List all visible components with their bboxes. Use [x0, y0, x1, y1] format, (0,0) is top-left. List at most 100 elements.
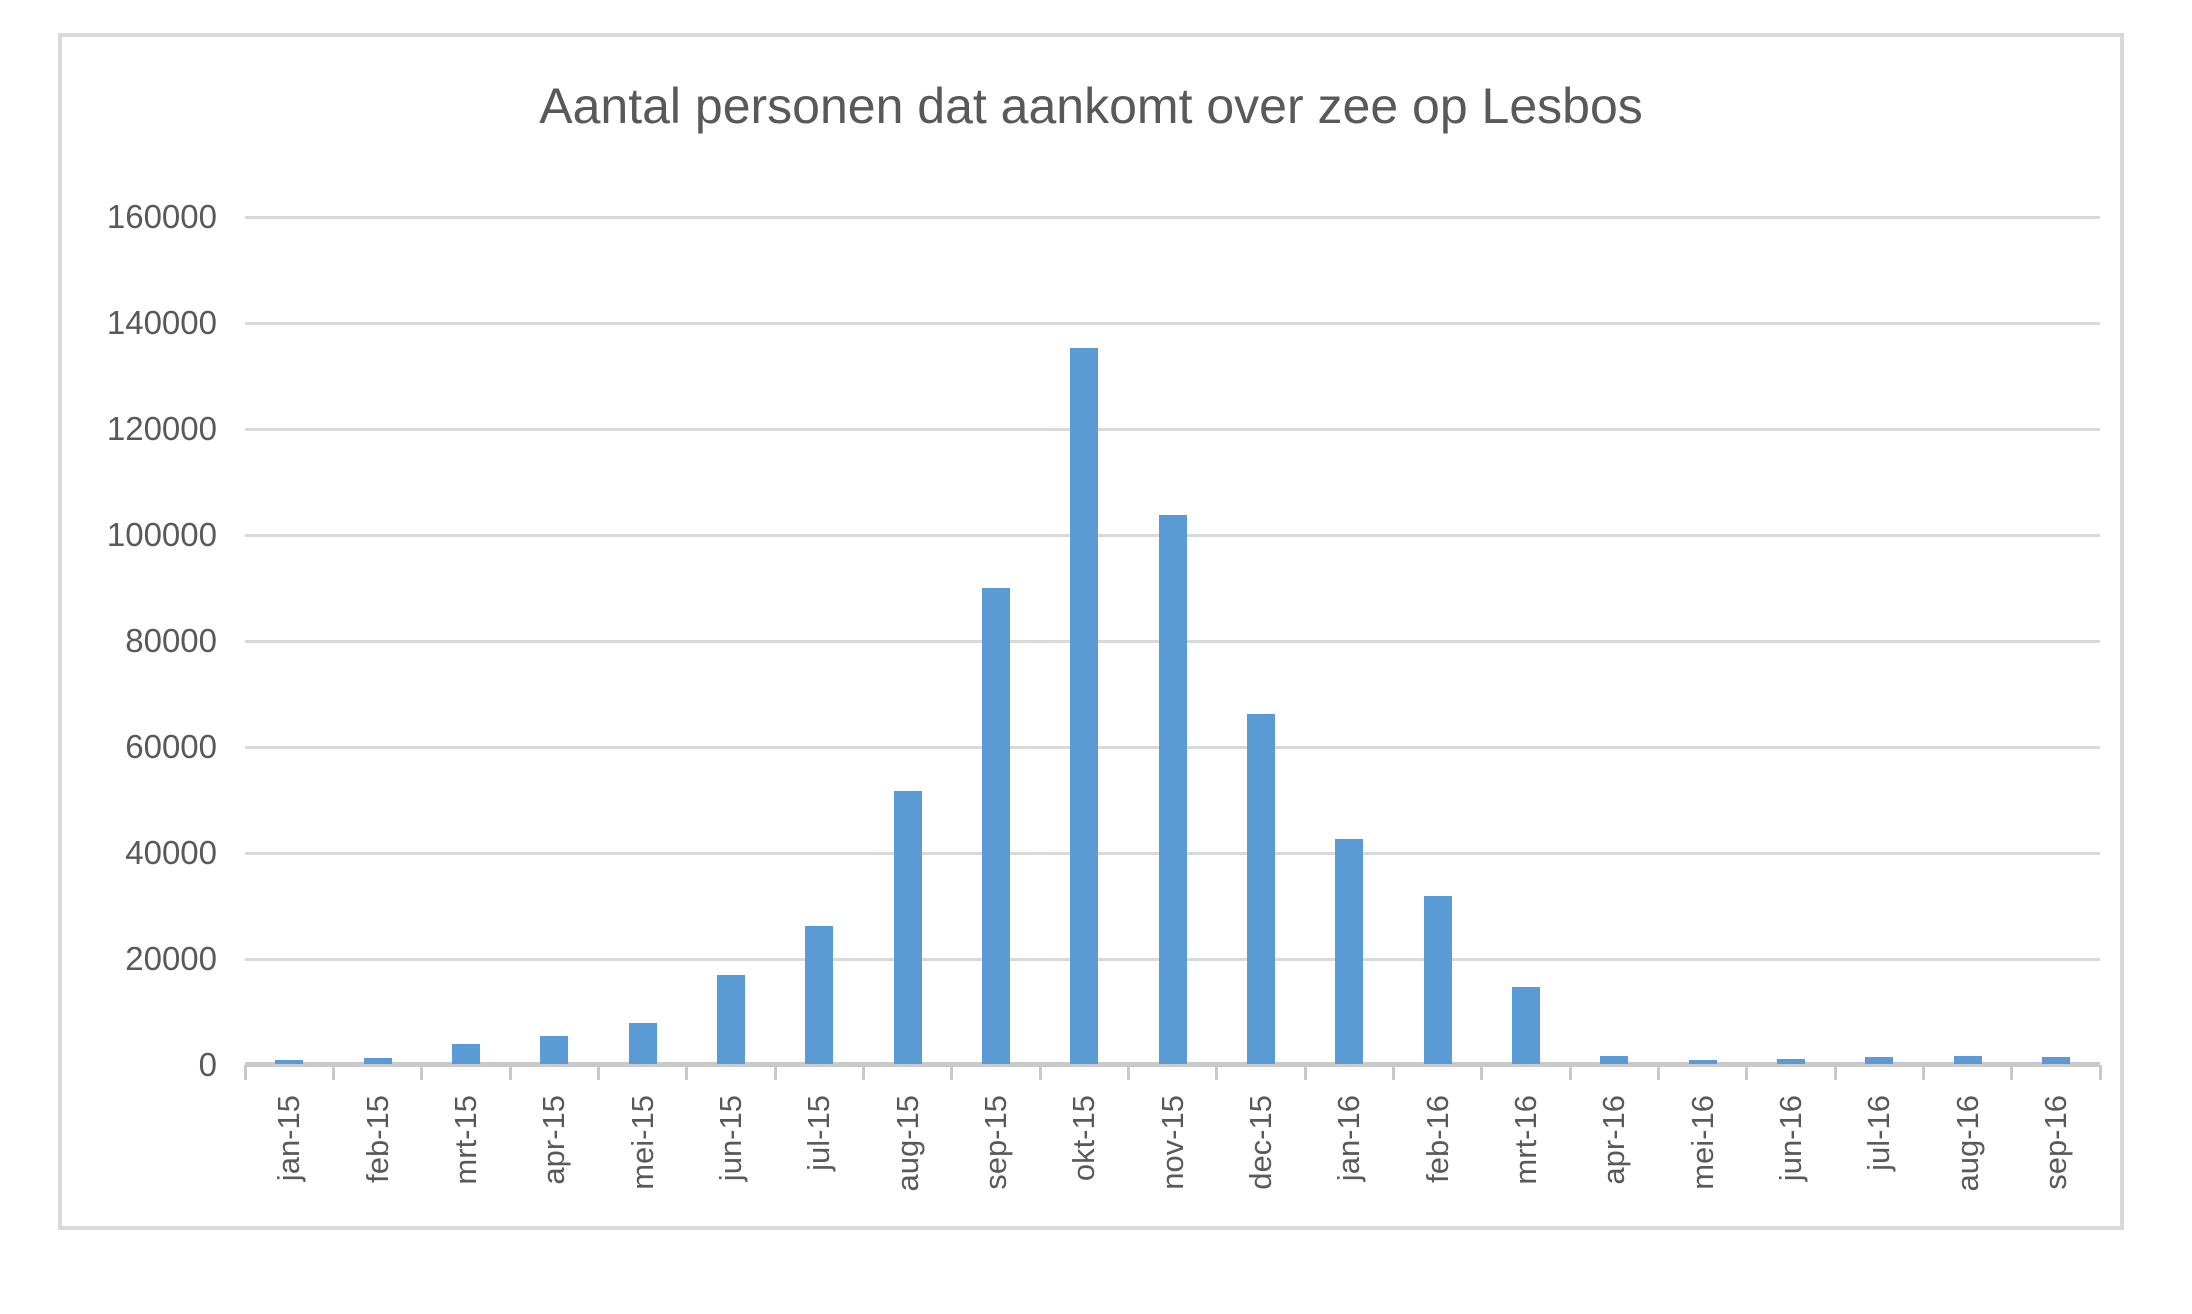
- x-axis-tick: [1745, 1065, 1749, 1080]
- y-axis-tick-label: 0: [198, 1046, 217, 1083]
- bar-jul-15: [805, 926, 834, 1064]
- x-axis-tick-label-text: mei-16: [1684, 1095, 1720, 1190]
- x-axis-tick-label-text: jan-15: [271, 1095, 307, 1182]
- x-axis-tick-label: apr-16: [1596, 1095, 1632, 1265]
- x-axis-tick-label: mrt-15: [448, 1095, 484, 1265]
- bar-feb-16: [1423, 896, 1452, 1064]
- chart-container: Aantal personen dat aankomt over zee op …: [58, 33, 2124, 1230]
- bar-mei-16: [1688, 1060, 1717, 1064]
- x-axis-tick-label-text: dec-15: [1242, 1095, 1278, 1190]
- x-axis-tick: [1391, 1065, 1395, 1080]
- bar-aug-15: [893, 791, 922, 1064]
- x-axis-tick-label-text: mrt-15: [447, 1095, 483, 1185]
- x-axis-line: [245, 1062, 2100, 1067]
- x-axis-tick-label: nov-15: [1155, 1095, 1191, 1265]
- x-axis-tick-label: mei-15: [625, 1095, 661, 1265]
- y-axis-tick-label: 140000: [106, 304, 217, 341]
- y-axis-tick-label: 100000: [106, 516, 217, 553]
- x-axis-tick-label: aug-16: [1950, 1095, 1986, 1265]
- x-axis-tick: [420, 1065, 424, 1080]
- x-axis-tick: [2098, 1065, 2102, 1080]
- x-axis-tick: [685, 1065, 689, 1080]
- gridline: [245, 322, 2100, 325]
- chart-title: Aantal personen dat aankomt over zee op …: [539, 78, 1643, 134]
- x-axis-tick: [1215, 1065, 1219, 1080]
- x-axis-tick-label-text: mei-15: [624, 1095, 660, 1190]
- x-axis-tick: [596, 1065, 600, 1080]
- bar-mrt-15: [451, 1044, 480, 1064]
- x-axis-tick-label: jun-15: [713, 1095, 749, 1265]
- x-axis-tick: [508, 1065, 512, 1080]
- x-axis-tick-label: jan-15: [271, 1095, 307, 1265]
- plot-area: 160000 140000 120000 100000 80000 60000 40000 2…: [107, 198, 2102, 1192]
- x-axis-tick-label: dec-15: [1243, 1095, 1279, 1265]
- x-axis-tick: [950, 1065, 954, 1080]
- bar-feb-15: [363, 1058, 392, 1064]
- x-axis-tick: [1568, 1065, 1572, 1080]
- bar-jun-16: [1776, 1059, 1805, 1064]
- bar-jun-15: [716, 975, 745, 1064]
- x-axis-tick: [1303, 1065, 1307, 1080]
- bar-mei-15: [628, 1023, 657, 1064]
- x-axis-tick-label-text: aug-15: [889, 1095, 925, 1192]
- x-axis-tick: [1480, 1065, 1484, 1080]
- x-axis-tick-label: mei-16: [1685, 1095, 1721, 1265]
- x-axis-tick-label: apr-15: [536, 1095, 572, 1265]
- bar-okt-15: [1070, 348, 1099, 1064]
- x-axis-tick-label: mrt-16: [1508, 1095, 1544, 1265]
- x-axis-tick: [1656, 1065, 1660, 1080]
- gridline: [245, 428, 2100, 431]
- x-axis-tick: [1038, 1065, 1042, 1080]
- bar-jan-16: [1335, 839, 1364, 1064]
- gridline: [245, 216, 2100, 219]
- x-axis-tick-label: feb-16: [1420, 1095, 1456, 1265]
- y-axis-tick-label: 80000: [125, 622, 217, 659]
- x-axis-tick: [2010, 1065, 2014, 1080]
- bar-apr-16: [1600, 1056, 1629, 1064]
- x-axis-tick-label-text: feb-16: [1419, 1095, 1455, 1183]
- x-axis-tick-label-text: jul-16: [1861, 1095, 1897, 1171]
- x-axis-tick-label-text: apr-15: [536, 1095, 572, 1185]
- y-axis-tick-label: 60000: [125, 728, 217, 765]
- x-axis-tick-label-text: jul-15: [801, 1095, 837, 1171]
- y-axis-tick-label: 160000: [106, 198, 217, 235]
- x-axis-tick-label-text: jan-16: [1331, 1095, 1367, 1182]
- x-axis-tick: [773, 1065, 777, 1080]
- bar-nov-15: [1158, 515, 1187, 1064]
- x-axis-tick-label-text: apr-16: [1596, 1095, 1632, 1185]
- y-axis-tick-label: 20000: [125, 940, 217, 977]
- x-axis-tick: [861, 1065, 865, 1080]
- x-axis-tick: [243, 1065, 247, 1080]
- x-axis-tick-label: jun-16: [1773, 1095, 1809, 1265]
- x-axis-tick-label-text: feb-15: [359, 1095, 395, 1183]
- x-axis-tick-label-text: nov-15: [1154, 1095, 1190, 1190]
- bar-sep-15: [981, 588, 1010, 1064]
- bar-apr-15: [540, 1036, 569, 1064]
- x-axis-tick: [1126, 1065, 1130, 1080]
- bar-aug-16: [1953, 1056, 1982, 1064]
- x-axis-tick-label: jan-16: [1331, 1095, 1367, 1265]
- bar-jul-16: [1865, 1057, 1894, 1064]
- y-axis-tick-label: 120000: [106, 410, 217, 447]
- x-axis-tick-label: sep-16: [2038, 1095, 2074, 1265]
- x-axis-tick-label: feb-15: [360, 1095, 396, 1265]
- bar-sep-16: [2041, 1057, 2070, 1064]
- x-axis-tick-label-text: sep-16: [2037, 1095, 2073, 1190]
- bar-jan-15: [275, 1060, 304, 1064]
- x-axis-tick-label-text: sep-15: [977, 1095, 1013, 1190]
- x-axis-tick: [1833, 1065, 1837, 1080]
- x-axis-tick-label: sep-15: [978, 1095, 1014, 1265]
- x-axis-tick-label-text: aug-16: [1949, 1095, 1985, 1192]
- x-axis-tick-label: okt-15: [1066, 1095, 1102, 1265]
- bar-dec-15: [1246, 714, 1275, 1064]
- y-axis-tick-label: 40000: [125, 834, 217, 871]
- bar-mrt-16: [1511, 987, 1540, 1064]
- x-axis-tick-label: jul-15: [801, 1095, 837, 1265]
- x-axis-tick-label-text: jun-15: [712, 1095, 748, 1182]
- x-axis-tick-label-text: okt-15: [1066, 1095, 1102, 1182]
- x-axis-tick: [1921, 1065, 1925, 1080]
- x-axis-tick-label: aug-15: [890, 1095, 926, 1265]
- x-axis-tick-label: jul-16: [1861, 1095, 1897, 1265]
- x-axis-tick-label-text: jun-16: [1772, 1095, 1808, 1182]
